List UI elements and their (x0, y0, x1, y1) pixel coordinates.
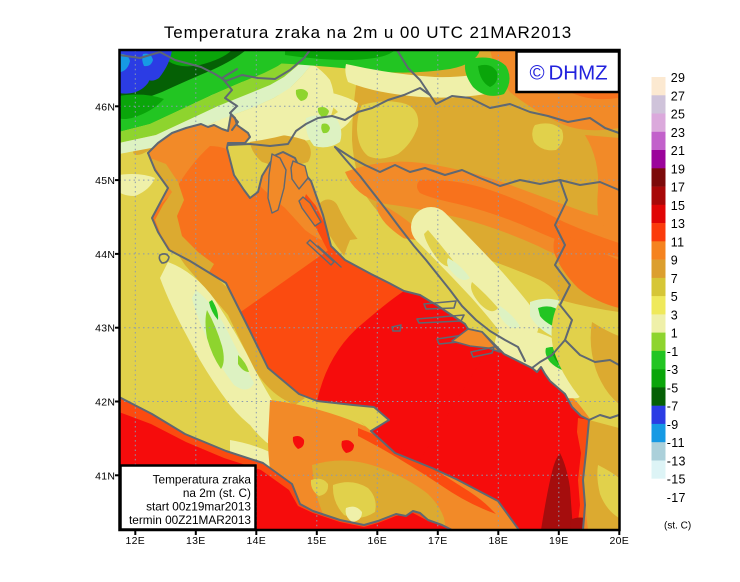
svg-text:45N: 45N (95, 175, 115, 187)
svg-text:15: 15 (671, 199, 686, 213)
svg-text:19: 19 (671, 162, 686, 176)
svg-text:-17: -17 (667, 491, 686, 505)
svg-text:-9: -9 (667, 418, 679, 432)
svg-text:14E: 14E (247, 535, 267, 547)
svg-text:15E: 15E (307, 535, 327, 547)
svg-text:-13: -13 (667, 455, 686, 469)
svg-text:41N: 41N (95, 470, 115, 482)
svg-text:44N: 44N (95, 249, 115, 261)
svg-text:Temperatura zraka: Temperatura zraka (153, 473, 252, 487)
svg-text:25: 25 (671, 108, 686, 122)
svg-text:1: 1 (671, 327, 678, 341)
svg-text:-11: -11 (667, 436, 685, 450)
svg-text:13E: 13E (186, 535, 206, 547)
svg-text:20E: 20E (610, 535, 630, 547)
svg-text:-1: -1 (667, 345, 679, 359)
svg-text:19E: 19E (549, 535, 569, 547)
svg-text:©: © (530, 62, 545, 85)
svg-text:17: 17 (671, 181, 686, 195)
svg-text:9: 9 (671, 254, 678, 268)
svg-text:29: 29 (671, 71, 686, 85)
svg-text:23: 23 (671, 126, 686, 140)
svg-text:Temperatura zraka na 2m u 00 U: Temperatura zraka na 2m u 00 UTC 21MAR20… (164, 23, 572, 42)
svg-text:termin 00Z21MAR2013: termin 00Z21MAR2013 (129, 513, 251, 527)
svg-text:-5: -5 (667, 381, 679, 395)
svg-text:3: 3 (671, 308, 678, 322)
svg-text:start 00z19mar2013: start 00z19mar2013 (146, 500, 251, 514)
svg-text:-3: -3 (667, 363, 679, 377)
svg-text:42N: 42N (95, 397, 115, 409)
svg-text:12E: 12E (126, 535, 146, 547)
svg-text:16E: 16E (368, 535, 388, 547)
svg-text:DHMZ: DHMZ (549, 62, 608, 85)
svg-text:21: 21 (671, 144, 686, 158)
svg-text:13: 13 (671, 217, 686, 231)
svg-text:-7: -7 (667, 400, 679, 414)
svg-text:7: 7 (671, 272, 678, 286)
svg-text:43N: 43N (95, 323, 115, 335)
svg-text:18E: 18E (489, 535, 509, 547)
svg-text:11: 11 (671, 235, 685, 249)
svg-text:(st. C): (st. C) (664, 521, 691, 532)
svg-text:46N: 46N (95, 101, 115, 113)
svg-text:17E: 17E (428, 535, 448, 547)
svg-text:27: 27 (671, 89, 686, 103)
svg-text:-15: -15 (667, 473, 686, 487)
svg-text:na 2m (st. C): na 2m (st. C) (183, 486, 251, 500)
svg-text:5: 5 (671, 290, 678, 304)
